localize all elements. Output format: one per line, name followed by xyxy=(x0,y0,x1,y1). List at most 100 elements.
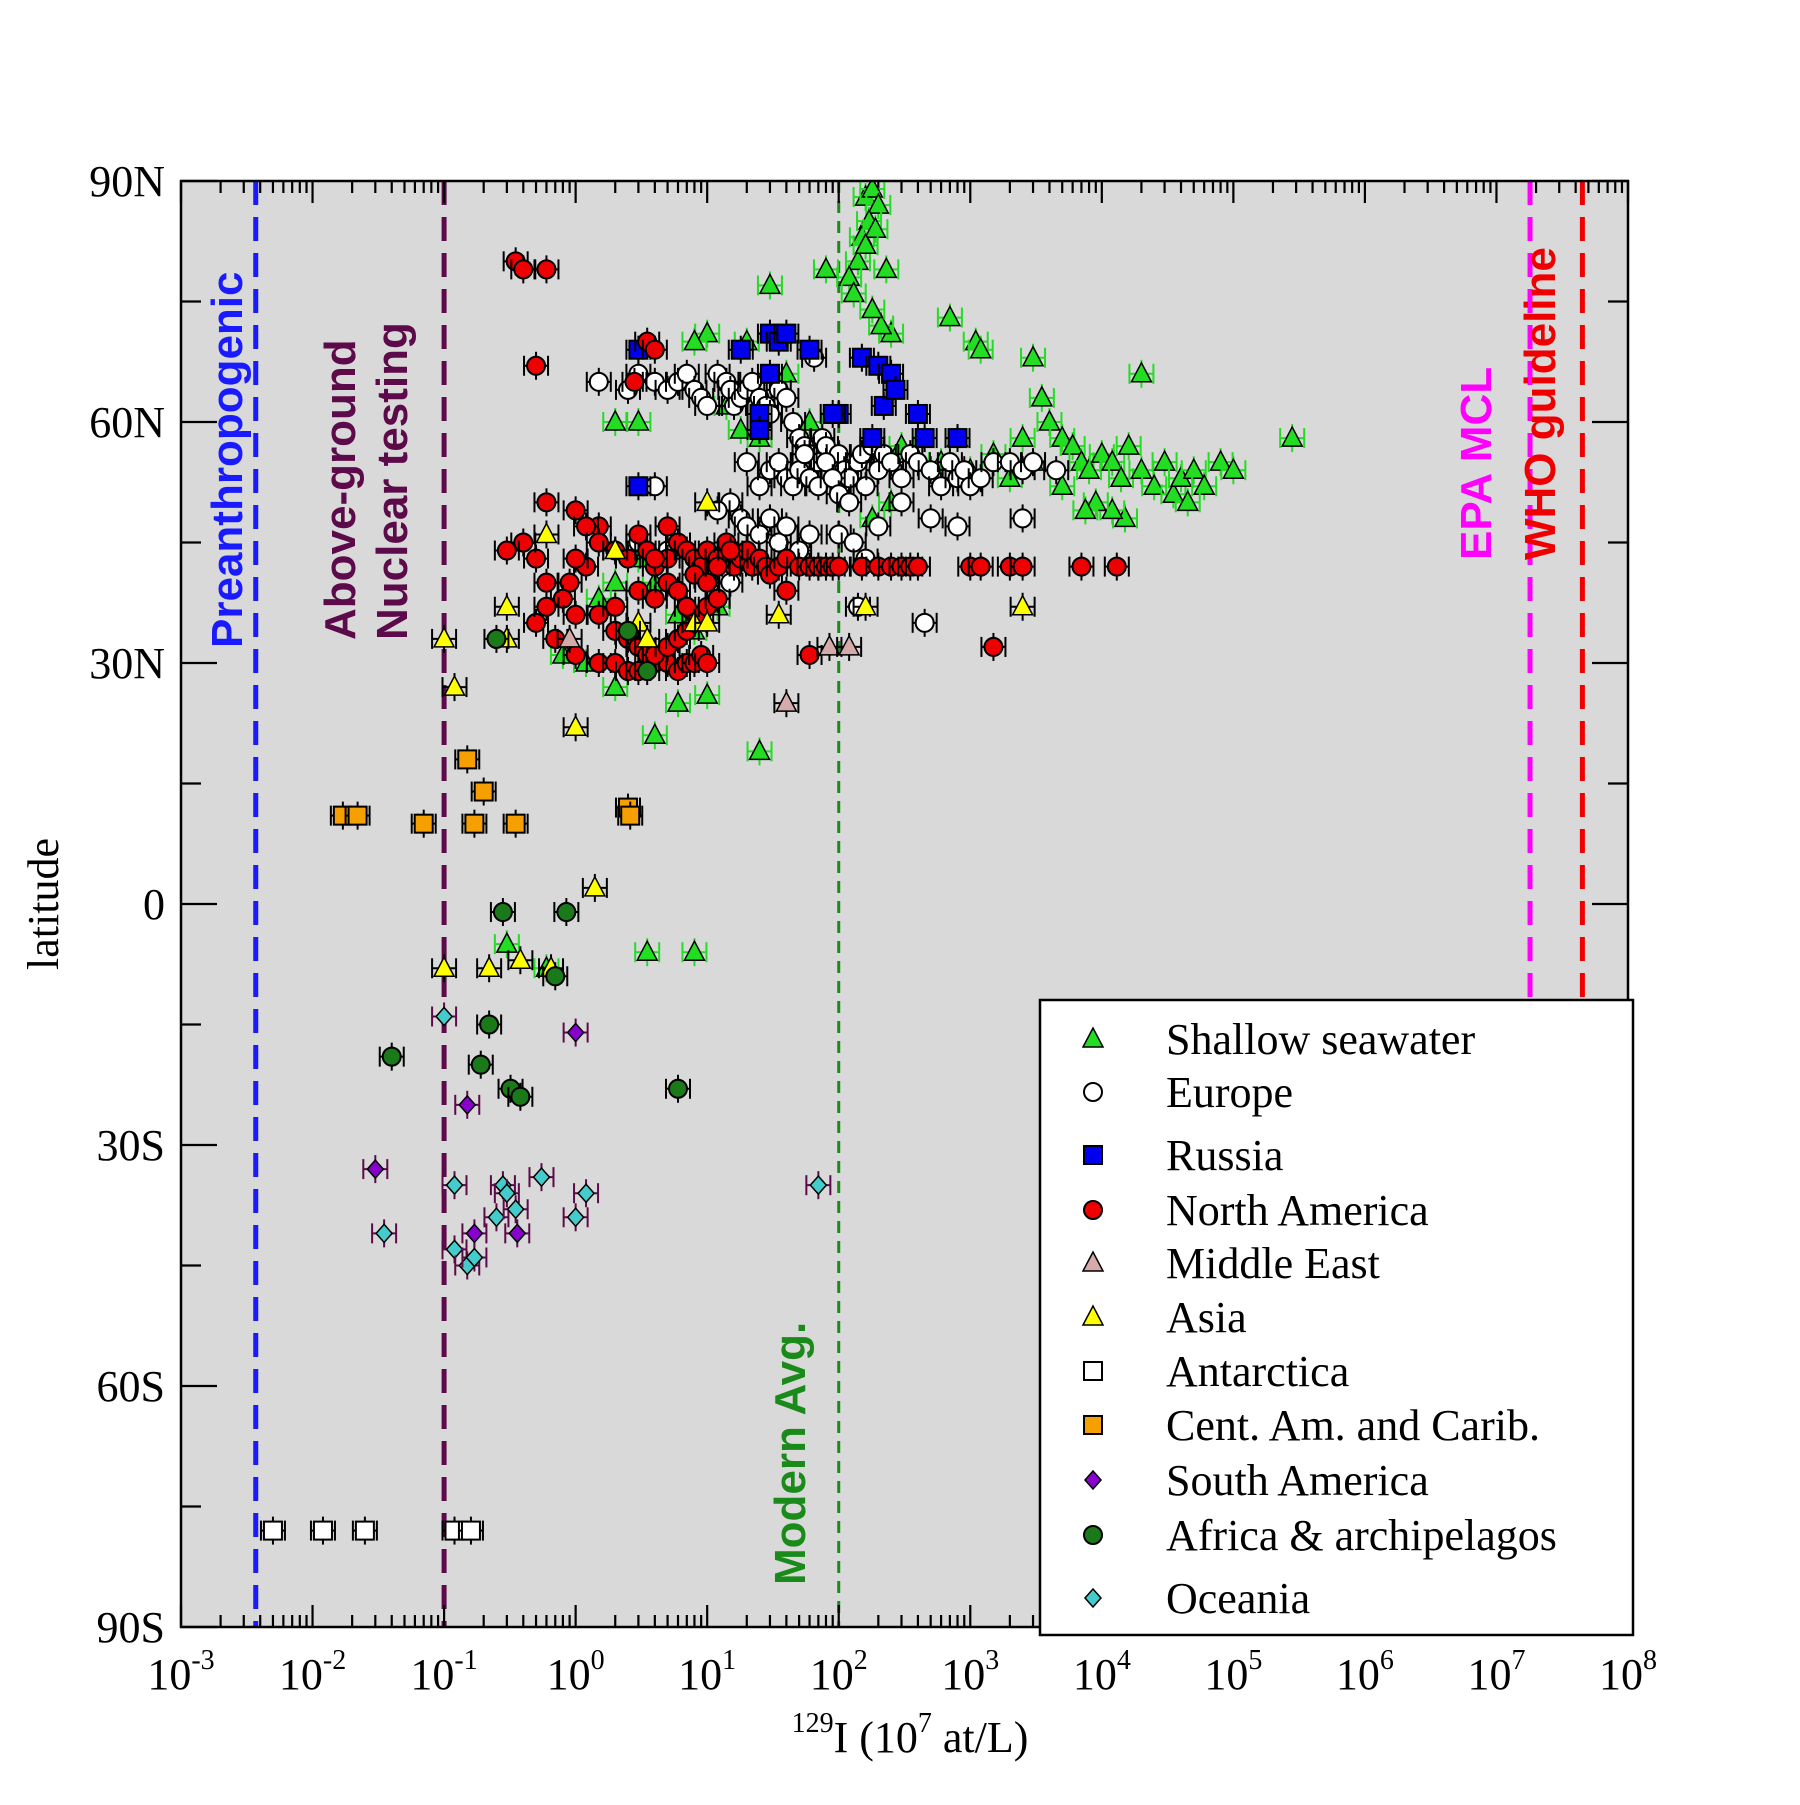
data-point xyxy=(818,634,841,656)
series-10 xyxy=(371,1002,832,1280)
data-point xyxy=(862,428,883,449)
data-point xyxy=(628,524,649,545)
data-point xyxy=(736,452,757,473)
reference-label-2: Modern Avg. xyxy=(766,1322,815,1585)
data-point xyxy=(837,634,861,656)
legend-marker xyxy=(1083,1361,1103,1381)
data-point xyxy=(1192,473,1216,496)
series-6 xyxy=(259,1516,484,1545)
data-point xyxy=(676,363,697,384)
data-point xyxy=(513,259,534,280)
data-point xyxy=(749,420,770,441)
data-point xyxy=(864,216,887,238)
data-points xyxy=(259,181,1306,1545)
data-point xyxy=(776,387,797,408)
data-point xyxy=(644,339,665,360)
data-point xyxy=(1077,457,1101,479)
data-point xyxy=(1061,433,1084,455)
data-point xyxy=(506,1199,525,1220)
data-point xyxy=(354,1520,375,1541)
data-point xyxy=(1050,473,1074,496)
data-point xyxy=(776,323,797,344)
data-point xyxy=(914,612,935,633)
x-tick-label: 10-3 xyxy=(147,1645,214,1699)
reference-label-0: Preanthropogenic xyxy=(203,272,252,649)
data-point xyxy=(697,572,718,593)
data-point xyxy=(947,428,968,449)
data-point xyxy=(505,813,526,834)
data-point xyxy=(564,714,587,737)
data-point xyxy=(983,636,1004,657)
data-point xyxy=(477,955,501,978)
data-point xyxy=(509,947,532,969)
x-tick-label: 103 xyxy=(941,1645,999,1699)
data-point xyxy=(473,781,494,802)
x-tick-label: 10-2 xyxy=(279,1645,346,1699)
data-point xyxy=(667,1078,688,1099)
data-point xyxy=(513,532,534,553)
data-point xyxy=(1021,345,1045,367)
data-point xyxy=(470,1054,491,1075)
x-tick-label: 100 xyxy=(547,1645,605,1699)
y-tick-label: 90S xyxy=(97,1603,165,1652)
data-point xyxy=(851,347,872,368)
data-point xyxy=(556,902,577,923)
data-point xyxy=(532,1167,551,1188)
data-point xyxy=(891,468,912,489)
y-tick-label: 30S xyxy=(97,1121,165,1170)
data-point xyxy=(624,371,645,392)
data-point xyxy=(729,417,753,439)
legend-label: Oceania xyxy=(1166,1574,1310,1623)
data-point xyxy=(588,371,609,392)
data-point xyxy=(697,395,718,416)
data-point xyxy=(868,516,889,537)
data-point xyxy=(620,805,641,826)
plot-frame xyxy=(179,179,1630,1629)
data-point xyxy=(776,580,797,601)
data-point xyxy=(695,489,719,512)
data-point xyxy=(885,379,906,400)
data-point xyxy=(545,966,566,987)
reference-label-line: Modern Avg. xyxy=(766,1322,815,1585)
data-point xyxy=(495,594,519,616)
legend-label: Shallow seawater xyxy=(1166,1015,1475,1064)
data-point xyxy=(775,690,798,712)
data-point xyxy=(1074,497,1097,520)
data-point xyxy=(1222,457,1245,479)
data-point xyxy=(683,939,706,961)
data-point xyxy=(508,1223,527,1244)
data-point xyxy=(465,1223,484,1244)
series-2 xyxy=(625,319,971,501)
data-point xyxy=(603,674,627,696)
data-point xyxy=(583,875,607,897)
data-point xyxy=(413,813,434,834)
x-tick-label: 106 xyxy=(1336,1645,1394,1699)
data-point xyxy=(627,409,650,431)
data-point xyxy=(695,610,719,632)
legend-marker xyxy=(1083,1469,1103,1491)
y-tick-label: 30N xyxy=(89,639,165,688)
y-tick-label: 0 xyxy=(143,880,165,929)
data-point xyxy=(947,516,968,537)
data-point xyxy=(809,1175,828,1196)
reference-label-line: EPA MCL xyxy=(1452,367,1501,560)
data-point xyxy=(720,540,741,561)
data-point xyxy=(637,661,658,682)
data-point xyxy=(891,492,912,513)
legend-label: Europe xyxy=(1166,1068,1293,1117)
data-point xyxy=(1162,481,1185,504)
data-point xyxy=(262,1520,283,1541)
data-point xyxy=(443,674,466,696)
data-point xyxy=(1117,433,1140,455)
data-point xyxy=(839,492,860,513)
data-point xyxy=(435,1006,454,1027)
data-point xyxy=(536,259,557,280)
data-point xyxy=(676,596,697,617)
data-point xyxy=(1030,385,1054,407)
data-point xyxy=(920,460,941,481)
data-point xyxy=(759,363,780,384)
reference-label-3: EPA MCL xyxy=(1452,367,1501,560)
reference-label-line: Nuclear testing xyxy=(368,322,417,640)
data-point xyxy=(588,532,609,553)
legend-marker xyxy=(1081,1026,1105,1048)
